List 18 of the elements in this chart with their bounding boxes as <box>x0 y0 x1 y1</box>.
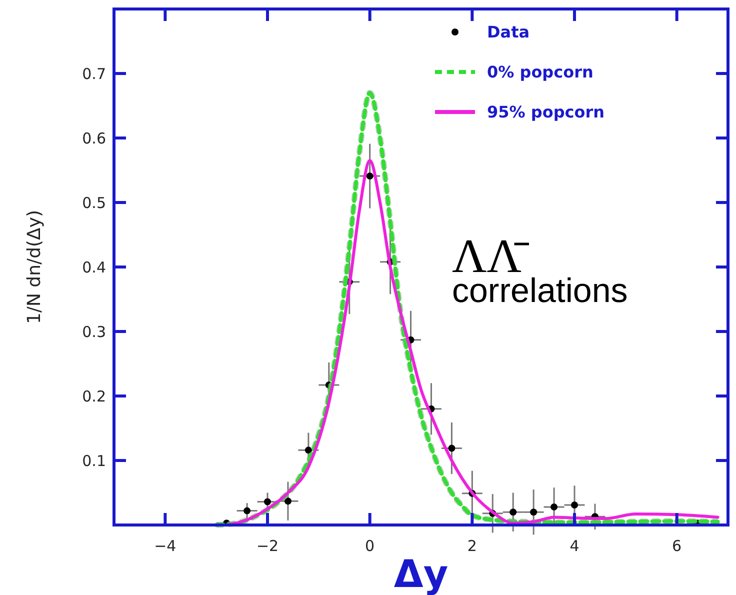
legend-label: 0% popcorn <box>487 62 594 82</box>
legend-label: 95% popcorn <box>487 102 605 122</box>
y-axis-title: 1/N dn/d(Δy) <box>24 210 45 324</box>
x-axis-title: Δy <box>394 552 448 595</box>
x-tick-label: 6 <box>672 537 682 555</box>
x-tick-label: 4 <box>570 537 580 555</box>
y-tick-label: 0.4 <box>82 258 106 276</box>
y-tick-label: 0.5 <box>82 194 106 212</box>
y-tick-label: 0.7 <box>82 64 106 83</box>
legend-label: Data <box>487 22 530 42</box>
y-tick-label: 0.1 <box>82 452 106 470</box>
y-tick-label: 0.6 <box>82 129 106 148</box>
x-tick-label: −2 <box>256 537 279 555</box>
x-tick-label: 2 <box>467 537 477 555</box>
x-tick-label: −4 <box>154 537 176 555</box>
x-tick-label: 0 <box>365 537 375 555</box>
y-tick-label: 0.3 <box>82 322 106 341</box>
y-tick-label: 0.2 <box>82 387 106 406</box>
